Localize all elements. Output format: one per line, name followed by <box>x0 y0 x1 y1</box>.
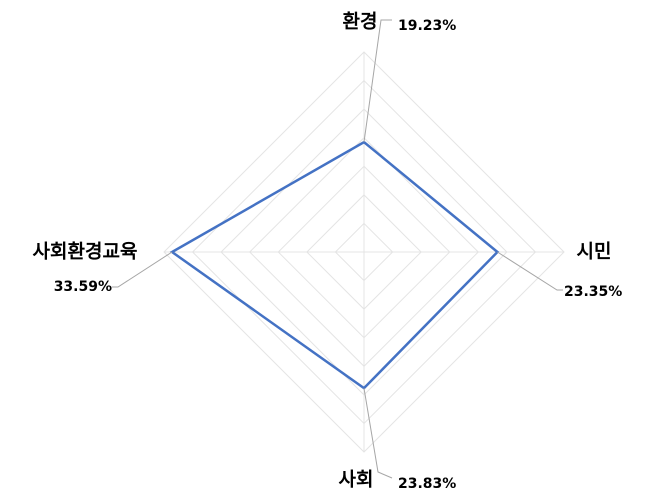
category-label: 사회 <box>339 469 374 491</box>
data-label: 19.23% <box>398 18 456 34</box>
leader-line <box>363 388 393 479</box>
category-label: 사회환경교육 <box>33 241 138 263</box>
category-label: 환경 <box>343 11 378 33</box>
data-label: 23.83% <box>398 476 456 492</box>
leader-line <box>112 251 173 288</box>
leader-line <box>497 251 563 291</box>
radar-line <box>169 140 500 390</box>
category-label: 시민 <box>577 241 612 263</box>
leader-line <box>363 19 392 143</box>
data-label: 23.35% <box>564 284 622 300</box>
data-label: 33.59% <box>54 279 112 295</box>
